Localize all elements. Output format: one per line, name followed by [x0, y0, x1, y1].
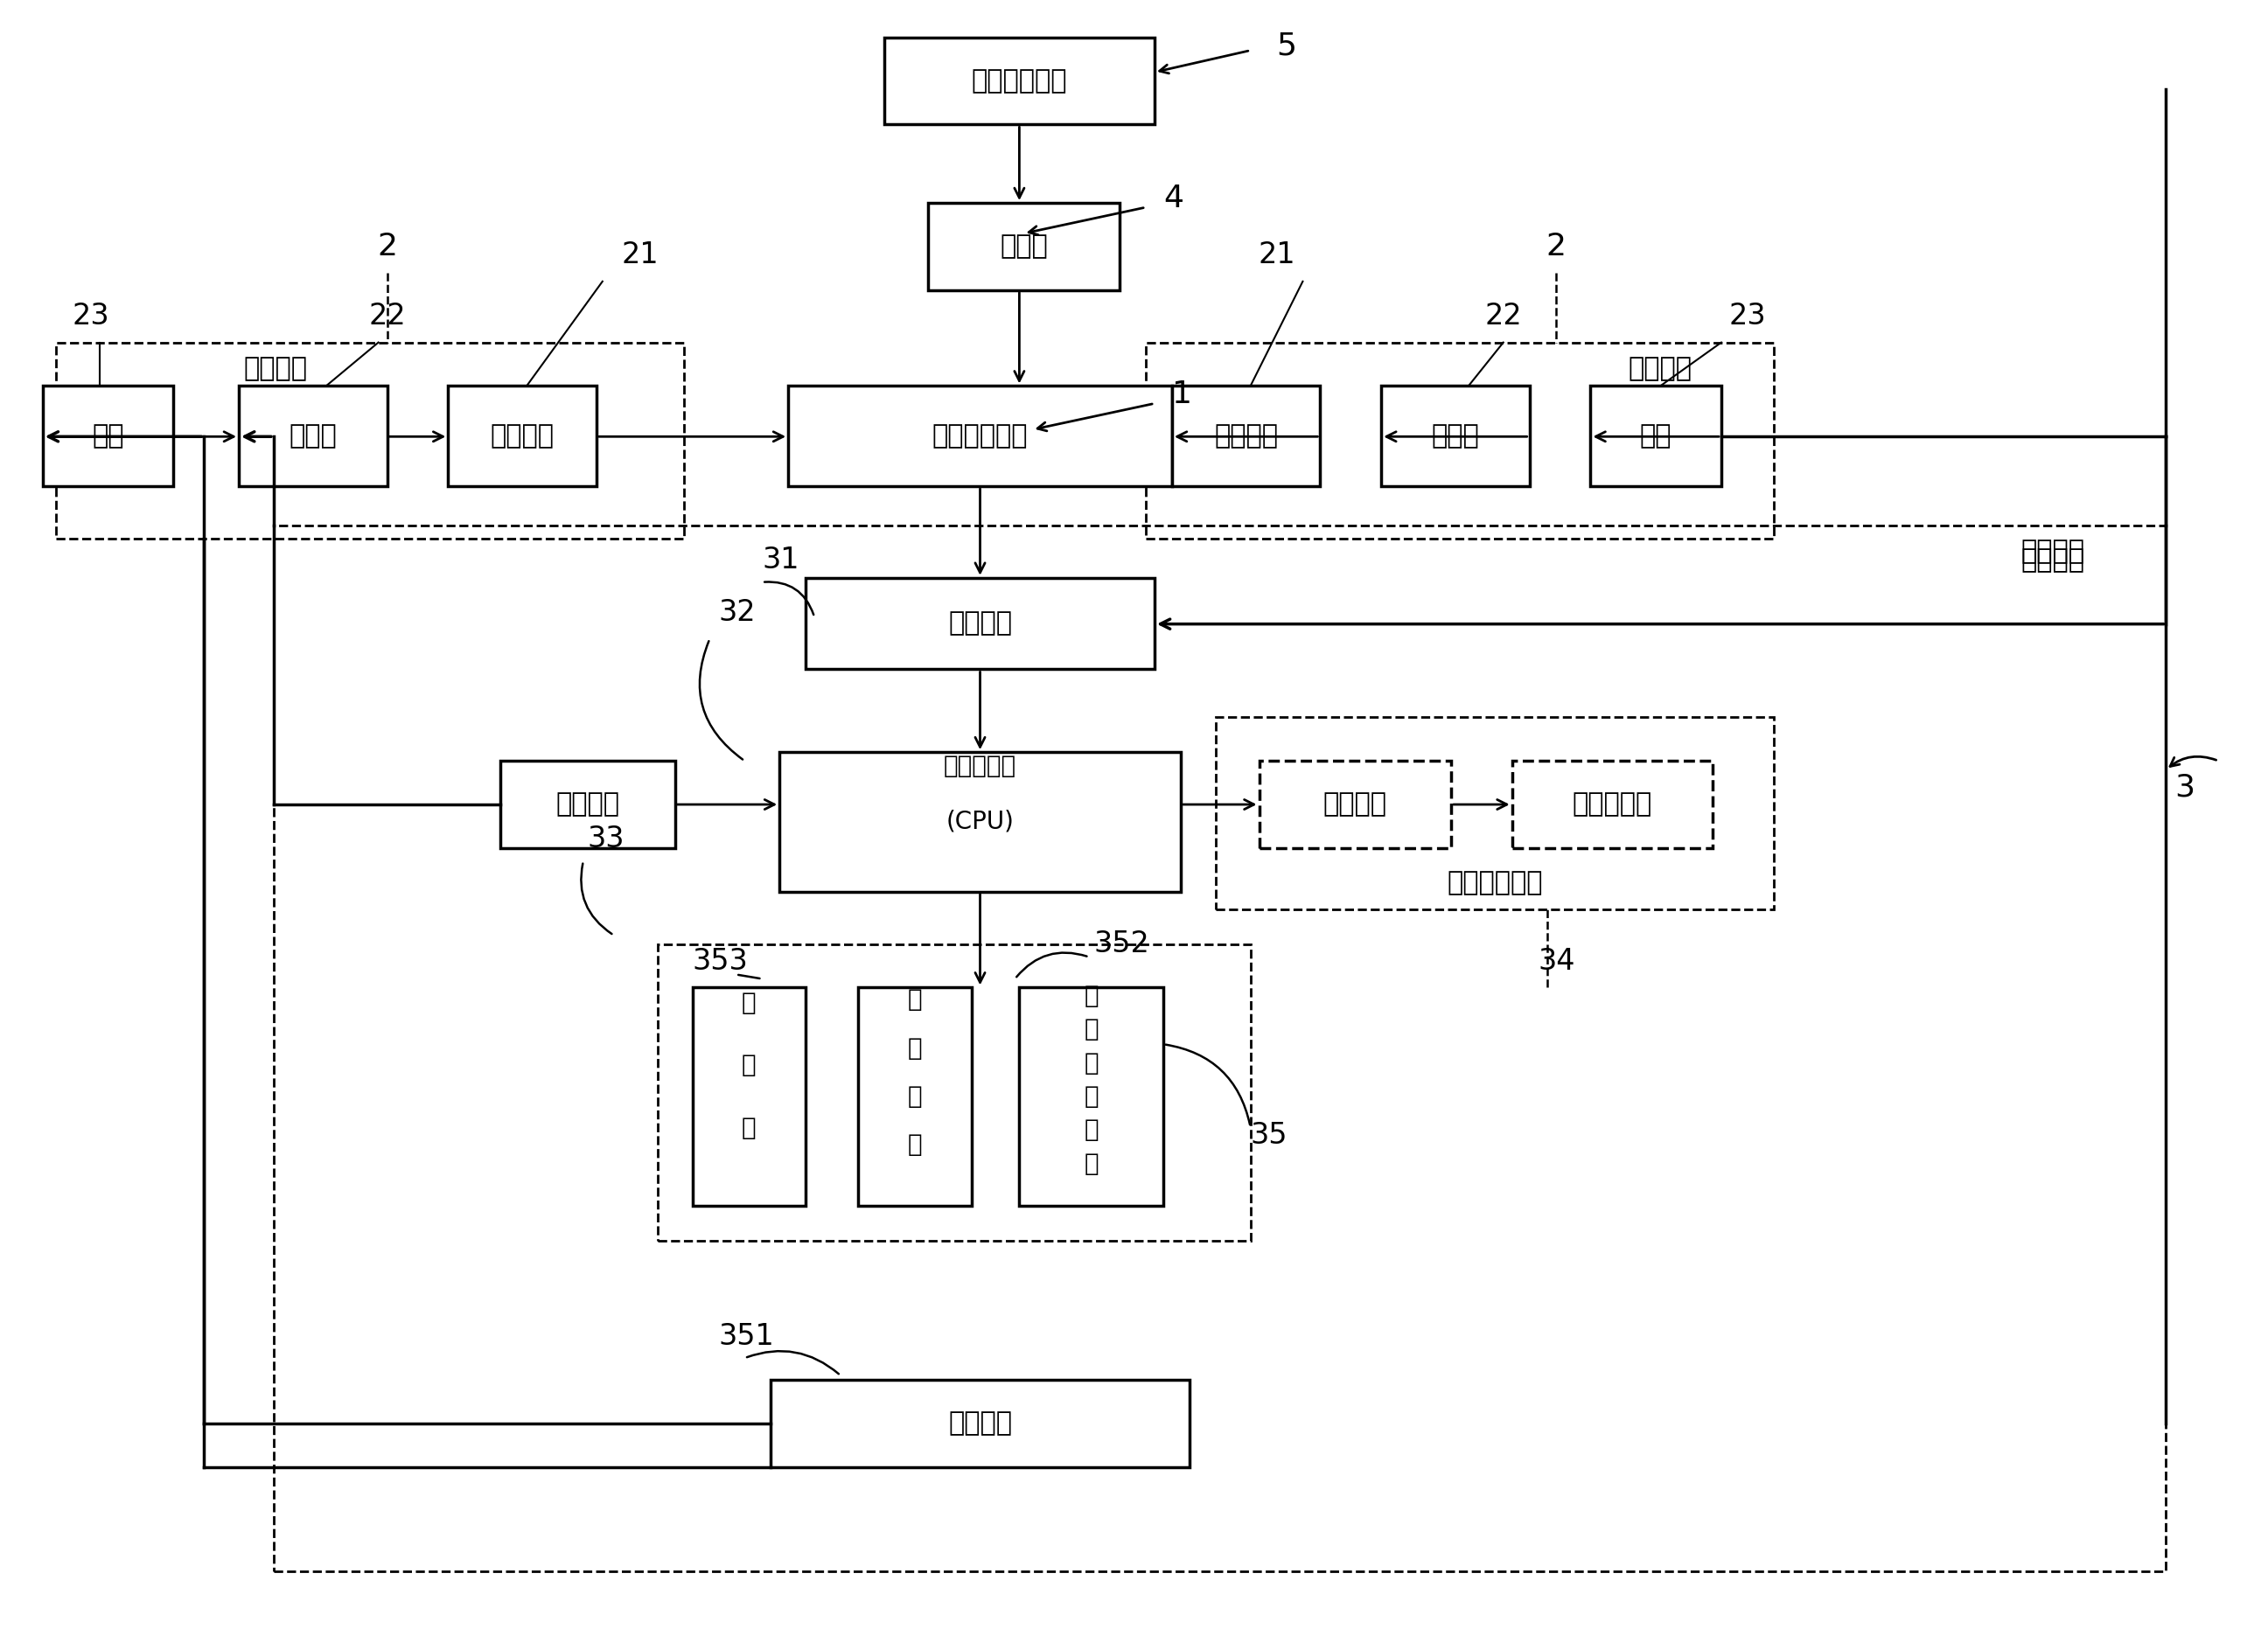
Bar — [1381, 386, 1529, 487]
Text: 置: 置 — [907, 1132, 923, 1157]
Bar — [1173, 386, 1320, 487]
Text: 指: 指 — [742, 990, 755, 1015]
Bar — [501, 761, 676, 849]
Text: 1: 1 — [1173, 380, 1193, 409]
Text: 散热片: 散热片 — [1431, 424, 1479, 450]
Text: 4: 4 — [1163, 184, 1184, 213]
Text: 风扇: 风扇 — [93, 424, 125, 450]
Text: 23: 23 — [73, 301, 109, 331]
FancyArrowPatch shape — [1166, 1044, 1250, 1124]
Bar — [1145, 342, 1774, 539]
Text: 致冷晶片: 致冷晶片 — [490, 424, 553, 450]
Text: 351: 351 — [719, 1321, 773, 1350]
FancyArrowPatch shape — [746, 1350, 839, 1373]
FancyArrowPatch shape — [581, 863, 612, 933]
Bar — [1513, 761, 1712, 849]
Text: 选择开关: 选择开关 — [556, 792, 619, 818]
Bar — [1259, 761, 1452, 849]
Text: 22: 22 — [1486, 301, 1522, 331]
Text: 21: 21 — [1259, 241, 1295, 270]
Text: 控: 控 — [1084, 1051, 1098, 1075]
Text: 灯: 灯 — [742, 1116, 755, 1140]
Bar — [771, 1380, 1188, 1468]
FancyArrowPatch shape — [764, 582, 814, 614]
Text: 电: 电 — [1084, 1117, 1098, 1142]
Text: 液晶显示板: 液晶显示板 — [1572, 792, 1651, 818]
FancyArrowPatch shape — [739, 974, 760, 979]
Text: 温: 温 — [907, 1036, 923, 1060]
Bar — [789, 386, 1173, 487]
Bar — [43, 386, 172, 487]
Text: 2: 2 — [1545, 231, 1565, 261]
Text: 3: 3 — [2175, 772, 2195, 801]
Text: 发温单元: 发温单元 — [1628, 355, 1692, 381]
Bar — [692, 987, 805, 1205]
Bar — [449, 386, 596, 487]
Text: 装: 装 — [907, 1085, 923, 1109]
Bar — [885, 37, 1154, 124]
Text: 31: 31 — [762, 546, 798, 575]
Text: 温度显示装置: 温度显示装置 — [1447, 870, 1542, 896]
Bar — [928, 204, 1120, 290]
Text: (CPU): (CPU) — [946, 810, 1014, 834]
Text: 散热片: 散热片 — [288, 424, 338, 450]
Text: 示: 示 — [742, 1052, 755, 1078]
Bar — [658, 943, 1250, 1240]
Text: 22: 22 — [367, 301, 406, 331]
Bar — [1590, 386, 1721, 487]
Text: 34: 34 — [1538, 946, 1576, 976]
Text: 发热体: 发热体 — [1000, 235, 1048, 259]
Text: 变: 变 — [907, 987, 923, 1012]
Bar — [857, 987, 971, 1205]
Bar — [780, 753, 1182, 891]
Text: 352: 352 — [1093, 930, 1150, 958]
Text: 发温单元: 发温单元 — [243, 355, 308, 381]
Text: 制: 制 — [1084, 1085, 1098, 1109]
Bar — [57, 342, 683, 539]
Text: 风扇: 风扇 — [1640, 424, 1672, 450]
Bar — [1216, 717, 1774, 909]
Text: 超传导结构体: 超传导结构体 — [932, 424, 1027, 450]
Text: 2: 2 — [376, 231, 397, 261]
Text: 控制单元: 控制单元 — [2021, 547, 2084, 573]
Text: 中央处理器: 中央处理器 — [943, 754, 1016, 779]
Text: 电源开关: 电源开关 — [948, 1411, 1012, 1437]
Text: 5: 5 — [1277, 31, 1297, 60]
Text: 源: 源 — [1084, 1016, 1098, 1041]
Text: 353: 353 — [692, 946, 748, 976]
Text: 35: 35 — [1250, 1121, 1288, 1150]
Text: 推动电路: 推动电路 — [1322, 792, 1388, 818]
Text: 32: 32 — [719, 598, 755, 627]
Text: 23: 23 — [1728, 301, 1767, 331]
Text: 电源控制电路: 电源控制电路 — [971, 68, 1068, 93]
Text: 路: 路 — [1084, 1152, 1098, 1176]
FancyArrowPatch shape — [699, 642, 742, 759]
Text: 致冷晶片: 致冷晶片 — [1213, 424, 1277, 450]
Bar — [1018, 987, 1163, 1205]
Text: 感温装置: 感温装置 — [948, 611, 1012, 637]
Bar — [274, 526, 2166, 1572]
Bar — [805, 578, 1154, 670]
Bar — [238, 386, 388, 487]
Text: 控制单元: 控制单元 — [2021, 539, 2084, 564]
FancyArrowPatch shape — [1016, 953, 1086, 977]
Text: 21: 21 — [621, 241, 658, 270]
Text: 电: 电 — [1084, 984, 1098, 1008]
Text: 33: 33 — [587, 824, 624, 854]
